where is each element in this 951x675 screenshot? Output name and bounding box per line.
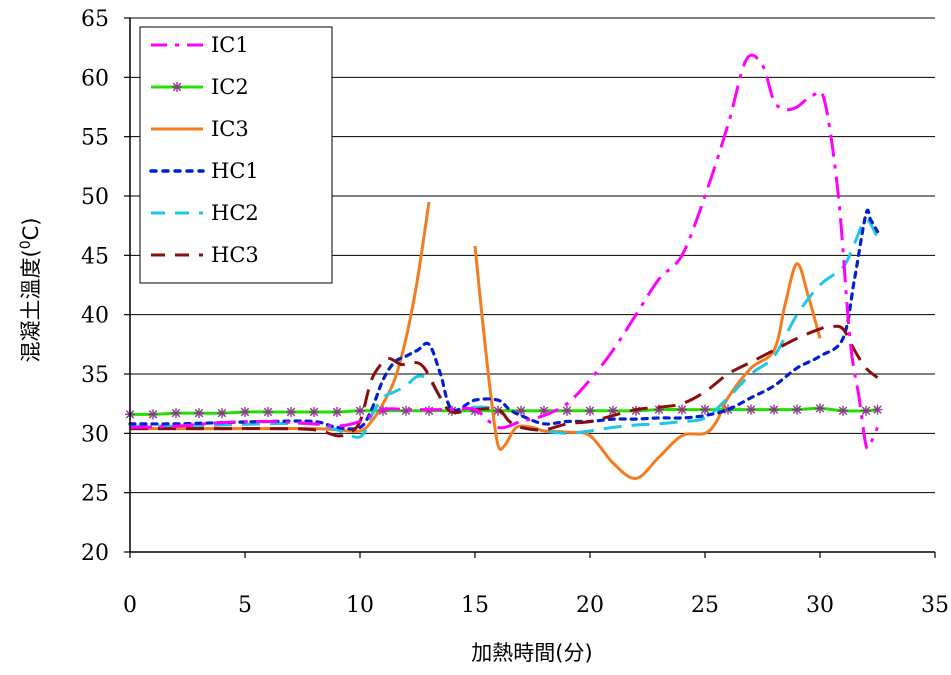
data-point-ic2 — [309, 406, 319, 417]
data-point-ic2 — [815, 403, 825, 414]
x-axis-title: 加熱時間(分) — [471, 641, 592, 665]
legend-marker-ic2 — [172, 82, 182, 92]
x-tick-label: 30 — [806, 593, 834, 618]
series-line-hc1 — [128, 208, 880, 431]
data-point-ic2 — [769, 404, 779, 415]
data-point-ic2 — [217, 408, 227, 419]
series-line-ic3-2 — [473, 245, 822, 480]
data-point-ic2 — [872, 404, 883, 415]
y-axis-title: 混凝土溫度(0C) — [18, 218, 43, 363]
axes — [129, 18, 935, 553]
data-point-ic2 — [355, 405, 365, 416]
series-line-hc2 — [129, 218, 879, 439]
legend-item-ic2: IC2 — [151, 75, 249, 99]
x-tick-label: 20 — [576, 593, 604, 618]
x-tick-label: 0 — [123, 593, 137, 618]
legend-label-ic2: IC2 — [211, 75, 249, 99]
legend-box — [139, 26, 333, 284]
data-point-ic2 — [562, 405, 572, 416]
x-tick-label: 15 — [461, 593, 489, 618]
y-tick-label: 65 — [81, 7, 109, 32]
series-hc1 — [128, 208, 880, 431]
series-line-ic2 — [129, 406, 878, 416]
y-axis-title-superscript: 0 — [18, 240, 34, 249]
y-axis-title-main: 混凝土溫度( — [19, 249, 43, 362]
y-tick-label: 35 — [81, 363, 109, 388]
y-tick-label: 55 — [81, 126, 109, 151]
data-point-ic2 — [838, 405, 848, 416]
series-hc2 — [129, 218, 879, 439]
data-point-ic2 — [194, 408, 204, 419]
legend-item-hc1: HC1 — [149, 159, 259, 183]
y-tick-label: 30 — [81, 422, 109, 447]
y-axis-title-suffix: C) — [19, 218, 43, 241]
y-tick-label: 60 — [81, 66, 109, 91]
tick-labels: 20 25 30 35 40 45 50 55 60 65 0 5 10 15 20 25 30 35 — [81, 7, 949, 618]
data-point-ic2 — [861, 405, 871, 416]
data-point-ic2 — [585, 405, 595, 416]
series-hc3 — [130, 324, 879, 438]
data-point-ic2 — [148, 409, 158, 420]
data-point-ic2 — [792, 404, 802, 415]
x-tick-label: 10 — [346, 593, 374, 618]
data-point-ic2 — [677, 404, 687, 415]
y-tick-label: 40 — [81, 304, 109, 329]
data-point-ic2 — [700, 404, 710, 415]
series-line-hc3 — [130, 324, 879, 438]
data-point-ic2 — [263, 406, 273, 417]
y-tick-label: 20 — [81, 541, 109, 566]
x-tick-label: 35 — [921, 593, 949, 618]
data-point-ic2 — [171, 408, 181, 419]
y-tick-label: 25 — [81, 482, 109, 507]
legend: IC1 IC2 IC3 HC1 HC2 HC3 — [139, 26, 333, 284]
y-tick-label: 50 — [81, 185, 109, 210]
data-point-ic2 — [332, 406, 342, 417]
legend-item-ic3: IC3 — [151, 117, 249, 141]
data-point-ic2 — [240, 406, 250, 417]
legend-label-hc1: HC1 — [211, 159, 259, 183]
series-layer — [125, 53, 883, 480]
x-tick-label: 5 — [238, 593, 252, 618]
legend-item-hc2: HC2 — [151, 201, 259, 225]
legend-label-ic3: IC3 — [211, 117, 249, 141]
legend-label-hc2: HC2 — [211, 201, 259, 225]
series-ic1 — [129, 53, 879, 451]
data-point-ic2 — [286, 406, 296, 417]
legend-label-ic1: IC1 — [211, 33, 249, 57]
data-point-ic2 — [654, 404, 664, 415]
data-point-ic2 — [746, 404, 756, 415]
y-tick-label: 45 — [81, 244, 109, 269]
legend-item-hc3: HC3 — [151, 243, 259, 267]
x-tick-label: 25 — [691, 593, 719, 618]
series-line-ic1 — [129, 53, 879, 451]
legend-label-hc3: HC3 — [211, 243, 259, 267]
legend-item-ic1: IC1 — [151, 33, 249, 57]
